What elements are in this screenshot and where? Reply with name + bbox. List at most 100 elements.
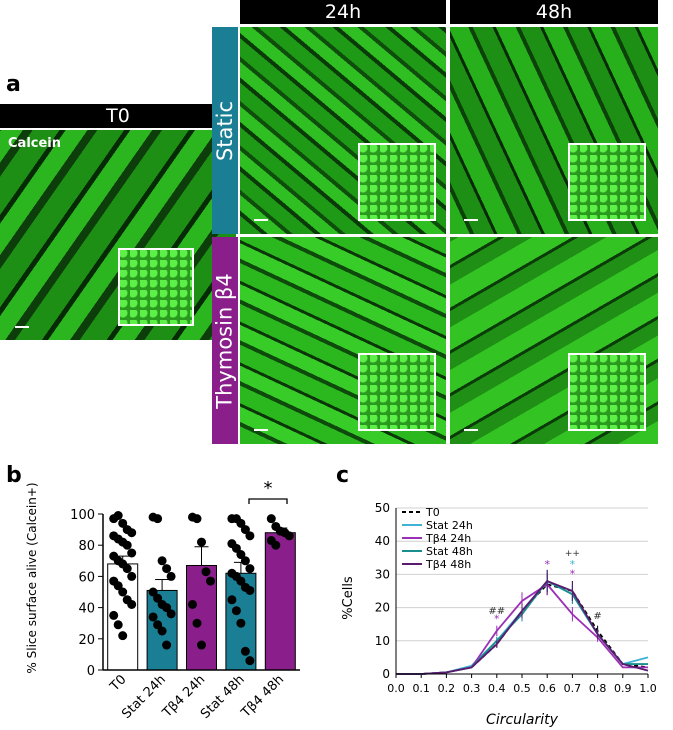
thymosin-24h-scalebar — [254, 429, 268, 431]
data-point — [157, 556, 167, 566]
data-point — [153, 514, 163, 524]
data-point — [197, 640, 206, 650]
panel-c-letter: c — [336, 463, 350, 488]
data-point — [162, 603, 172, 613]
annotation: * — [570, 568, 576, 581]
t0-header: T0 — [0, 104, 236, 128]
y-tick-label: 20 — [375, 601, 390, 615]
static-24h-inset — [358, 143, 436, 221]
data-point — [127, 528, 137, 538]
data-point — [127, 571, 137, 581]
static-48h-image — [450, 27, 658, 234]
data-point — [236, 618, 246, 628]
t0-inset — [118, 248, 194, 326]
x-tick-label: 0.3 — [463, 682, 481, 695]
thymosin-48h-inset — [568, 353, 646, 431]
thymosin-48h-image — [450, 237, 658, 444]
legend-label: Tβ4 48h — [425, 558, 471, 571]
y-tick-label: 20 — [78, 633, 95, 648]
thymosin-24h-image — [240, 237, 446, 444]
data-point — [153, 593, 163, 603]
data-point — [245, 656, 255, 666]
panel-b-letter: b — [6, 463, 22, 488]
data-point — [166, 571, 176, 581]
t0-image: Calcein — [0, 130, 236, 340]
data-point — [266, 514, 276, 524]
data-point — [236, 550, 246, 560]
x-tick-label: Stat 24h — [119, 672, 169, 722]
x-tick-label: 0.6 — [538, 682, 556, 695]
annotation: * — [570, 558, 576, 571]
line-chart: %Cells 0 10 20 30 40 50 0.0 0.1 0.2 0.3 0.4 0.5 0.6… — [341, 501, 657, 728]
y-axis-title: %Cells — [341, 576, 356, 620]
t0-scalebar — [15, 326, 29, 328]
bar-chart: % Slice surface alive (Calcein+) 0 20 40 60… — [25, 478, 300, 722]
annotation: ## — [488, 606, 505, 617]
thymosin-24h-inset — [358, 353, 436, 431]
data-point — [113, 511, 123, 521]
data-point — [245, 585, 255, 595]
data-point — [109, 610, 119, 620]
x-tick-label: 0.2 — [438, 682, 456, 695]
data-point — [157, 626, 167, 636]
data-point — [192, 514, 202, 524]
y-tick-label: 40 — [78, 602, 95, 617]
data-point — [231, 543, 241, 553]
x-tick-label: 0.0 — [387, 682, 405, 695]
x-tick-label: 0.7 — [564, 682, 582, 695]
y-tick-label: 0 — [87, 664, 95, 679]
data-point — [245, 564, 255, 574]
legend-label: Stat 48h — [426, 545, 473, 558]
data-point — [127, 599, 137, 609]
x-tick-label: Tβ4 48h — [238, 672, 287, 721]
data-point — [284, 531, 294, 541]
x-tick-label: 0.5 — [513, 682, 531, 695]
significance-star: * — [264, 478, 273, 499]
data-point — [122, 540, 132, 550]
data-point — [201, 567, 211, 577]
static-24h-scalebar — [254, 219, 268, 221]
data-point — [188, 599, 197, 609]
x-tick-label: 0.4 — [488, 682, 506, 695]
data-point — [197, 537, 206, 547]
panel-a-letter: a — [6, 72, 21, 97]
data-point — [236, 518, 246, 528]
x-tick-label: T0 — [107, 672, 130, 695]
data-point — [192, 618, 202, 628]
x-tick-label: 0.1 — [412, 682, 430, 695]
legend-label: Tβ4 24h — [425, 532, 471, 545]
static-24h-image — [240, 27, 446, 234]
y-tick-label: 100 — [70, 508, 95, 523]
data-point — [148, 587, 158, 597]
y-tick-label: 50 — [375, 501, 390, 515]
thymosin-48h-scalebar — [464, 429, 478, 431]
calcein-label: Calcein — [8, 136, 62, 151]
row-label-thymosin: Thymosin β4 — [212, 237, 238, 444]
row-label-static: Static — [212, 27, 238, 234]
col-header-24h: 24h — [240, 0, 446, 24]
data-point — [240, 556, 250, 566]
data-point — [118, 587, 128, 597]
data-point — [153, 620, 163, 630]
data-point — [127, 548, 137, 558]
legend-label: Stat 24h — [426, 519, 473, 532]
y-tick-label: 40 — [375, 534, 390, 548]
y-tick-label: 0 — [382, 667, 390, 681]
col-header-48h: 48h — [450, 0, 658, 24]
data-point — [113, 581, 123, 591]
y-tick-label: 80 — [78, 539, 95, 554]
significance-bracket — [248, 498, 288, 504]
y-tick-label: 30 — [375, 567, 390, 581]
annotation: * — [544, 558, 550, 571]
data-point — [166, 609, 176, 619]
legend-label: T0 — [425, 506, 440, 519]
data-point — [240, 525, 250, 535]
annotation: ++ — [565, 549, 580, 559]
data-point — [118, 518, 128, 528]
x-tick-label: 1.0 — [639, 682, 657, 695]
static-48h-inset — [568, 143, 646, 221]
annotation: * — [494, 613, 500, 626]
bar — [264, 532, 296, 671]
data-point — [113, 620, 123, 630]
x-tick-label: Stat 48h — [198, 672, 248, 722]
